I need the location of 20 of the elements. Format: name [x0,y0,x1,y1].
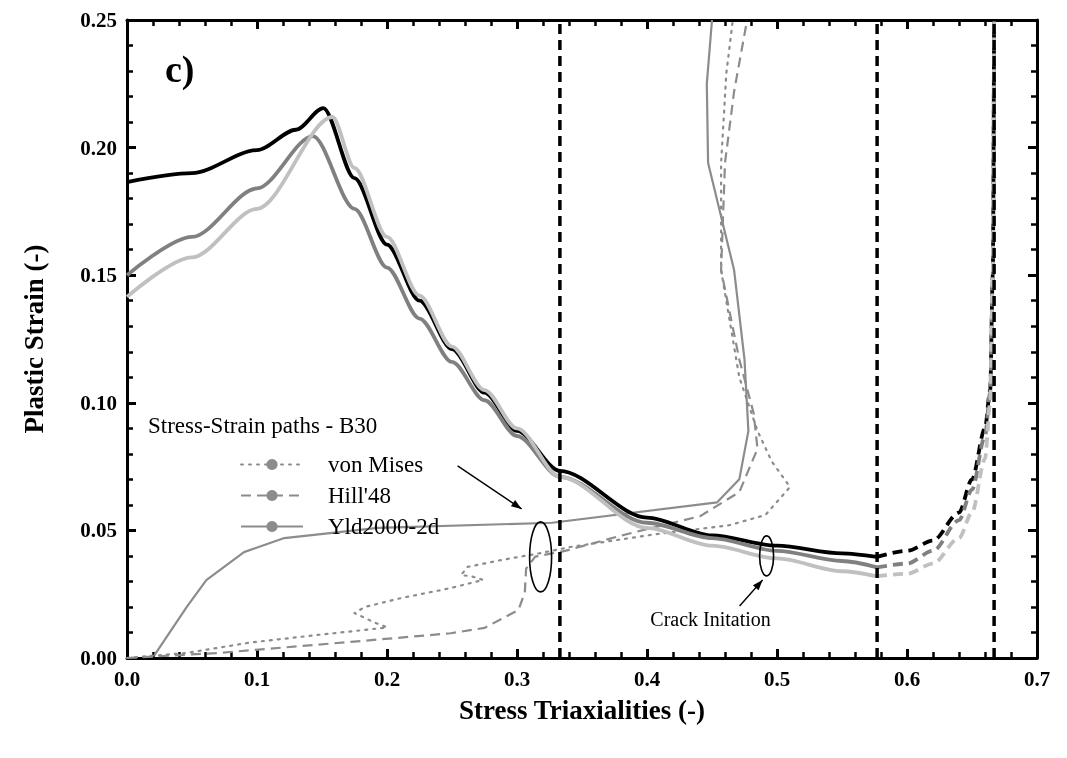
legend-label: von Mises [328,452,424,477]
legend-label: Hill'48 [328,483,391,508]
x-axis-title: Stress Triaxialities (-) [459,694,705,725]
y-tick-label: 0.25 [80,8,117,32]
x-tick-label: 0.4 [633,666,661,691]
x-tick-label: 0.3 [503,666,531,691]
x-tick-label: 0.1 [243,666,271,691]
y-tick-label: 0.05 [80,518,117,543]
annotation: c) [165,48,195,91]
x-tick-label: 0.2 [373,666,401,691]
y-tick-label: 0.20 [80,135,117,160]
y-tick-label: 0.15 [80,263,117,288]
y-tick-label: 0.10 [80,390,117,415]
x-tick-label: 0.7 [1023,666,1051,691]
x-tick-label: 0.5 [763,666,791,691]
y-axis-title: Plastic Strain (-) [18,244,49,434]
annotation: Crack Initation [650,607,771,631]
legend-title: Stress-Strain paths - B30 [148,413,378,438]
x-tick-label: 0.6 [893,666,921,691]
legend-label: Yld2000-2d [328,514,440,539]
